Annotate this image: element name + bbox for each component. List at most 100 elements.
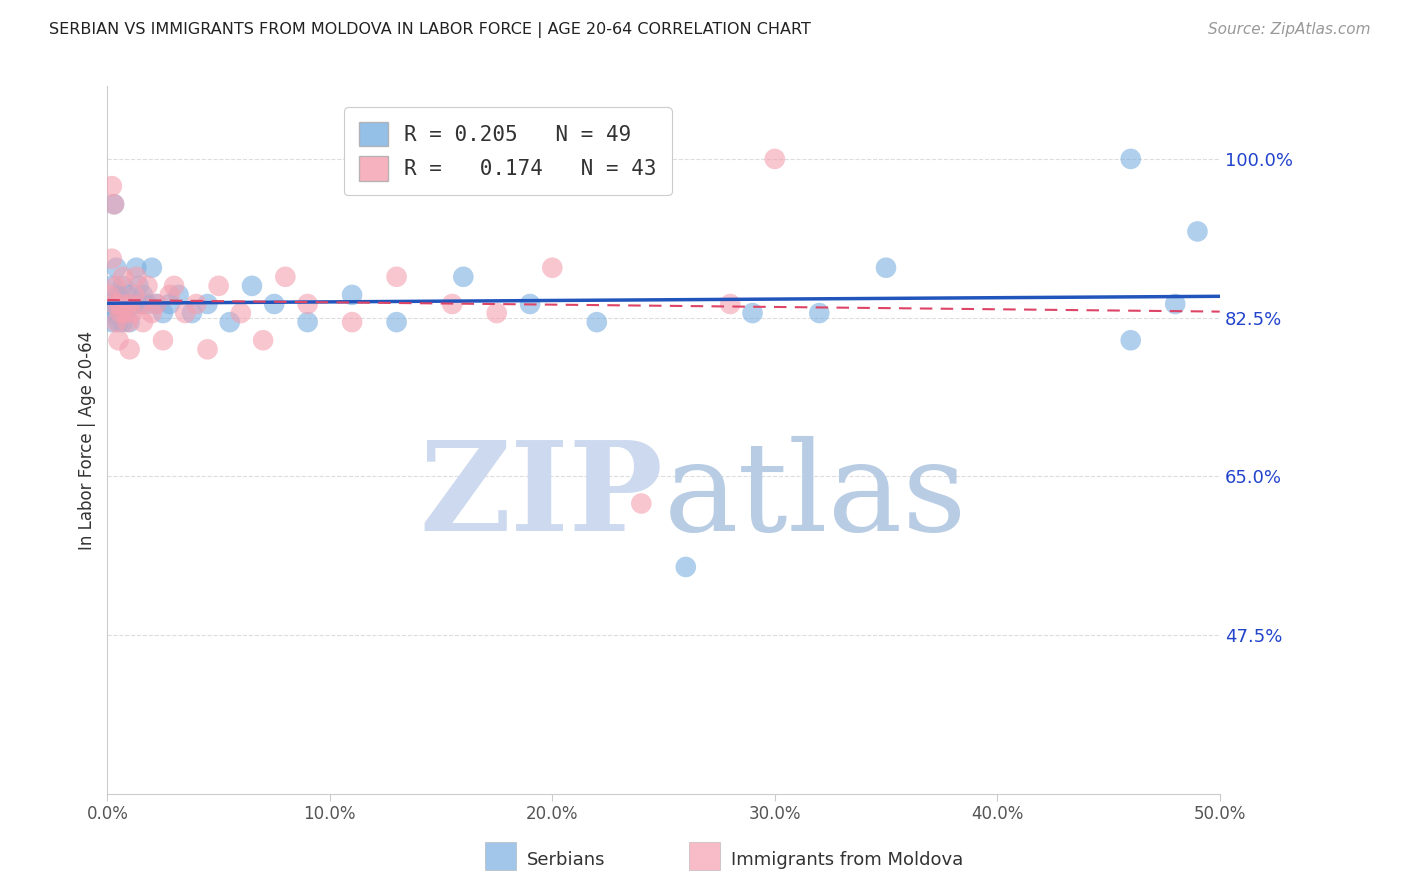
Point (252, 333, 274, 347)
Point (111, 278, 134, 293)
Point (129, 297, 152, 311)
Point (159, 297, 181, 311)
Point (240, 278, 263, 293)
Point (1119, 333, 1142, 347)
Y-axis label: In Labor Force | Age 20-64: In Labor Force | Age 20-64 (79, 330, 96, 549)
Point (111, 315, 134, 329)
Point (159, 288, 181, 302)
Point (118, 343, 141, 357)
Point (114, 306, 136, 320)
Point (101, 278, 124, 293)
Point (121, 297, 143, 311)
Point (145, 297, 167, 311)
Point (385, 269, 408, 284)
Point (101, 179, 124, 194)
Point (875, 260, 897, 275)
Point (122, 288, 145, 302)
Point (117, 315, 139, 329)
Point (180, 306, 202, 320)
Point (297, 315, 319, 329)
Point (197, 343, 219, 357)
Point (105, 278, 128, 293)
Point (808, 306, 831, 320)
Point (132, 315, 155, 329)
Point (1119, 152, 1142, 166)
Point (121, 306, 143, 320)
Point (110, 297, 132, 311)
Point (1164, 297, 1187, 311)
Point (385, 315, 408, 329)
Point (1187, 224, 1209, 238)
Point (763, 152, 786, 166)
Point (229, 306, 252, 320)
Text: atlas: atlas (664, 436, 967, 558)
Point (122, 297, 145, 311)
Point (174, 306, 197, 320)
Point (675, 560, 697, 574)
Point (110, 306, 132, 320)
Point (111, 269, 134, 284)
Point (207, 278, 229, 293)
Text: Immigrants from Moldova: Immigrants from Moldova (731, 851, 963, 869)
Point (98, 297, 121, 311)
Point (114, 297, 136, 311)
Point (718, 297, 741, 311)
Legend: R = 0.205   N = 49, R =   0.174   N = 43: R = 0.205 N = 49, R = 0.174 N = 43 (344, 107, 672, 195)
Point (145, 297, 167, 311)
Point (105, 260, 128, 275)
Point (98, 288, 121, 302)
Point (103, 306, 125, 320)
Point (519, 297, 541, 311)
Point (118, 297, 141, 311)
Point (114, 306, 136, 320)
Point (125, 260, 148, 275)
Point (103, 197, 125, 211)
Point (129, 297, 152, 311)
Point (152, 306, 174, 320)
Point (152, 333, 174, 347)
Point (340, 315, 363, 329)
Point (107, 315, 129, 329)
Point (141, 260, 163, 275)
Text: SERBIAN VS IMMIGRANTS FROM MOLDOVA IN LABOR FORCE | AGE 20-64 CORRELATION CHART: SERBIAN VS IMMIGRANTS FROM MOLDOVA IN LA… (49, 22, 811, 38)
Point (118, 315, 141, 329)
Point (110, 306, 132, 320)
Point (105, 297, 128, 311)
Point (101, 252, 124, 266)
Point (630, 496, 652, 510)
Point (186, 297, 208, 311)
Point (136, 297, 159, 311)
Point (107, 333, 129, 347)
Point (297, 297, 319, 311)
Point (128, 278, 150, 293)
Text: ZIP: ZIP (420, 436, 664, 558)
Point (585, 315, 607, 329)
Text: Source: ZipAtlas.com: Source: ZipAtlas.com (1208, 22, 1371, 37)
Point (485, 306, 508, 320)
Text: Serbians: Serbians (527, 851, 606, 869)
Point (107, 297, 129, 311)
Point (132, 288, 155, 302)
Point (117, 288, 139, 302)
Point (218, 315, 240, 329)
Point (441, 297, 464, 311)
Point (340, 288, 363, 302)
Point (103, 297, 125, 311)
Point (136, 278, 159, 293)
Point (107, 288, 129, 302)
Point (103, 197, 125, 211)
Point (541, 260, 564, 275)
Point (163, 278, 186, 293)
Point (101, 315, 124, 329)
Point (167, 288, 190, 302)
Point (274, 269, 297, 284)
Point (110, 297, 132, 311)
Point (125, 269, 148, 284)
Point (141, 306, 163, 320)
Point (118, 297, 141, 311)
Point (263, 297, 285, 311)
Point (741, 306, 763, 320)
Point (197, 297, 219, 311)
Point (105, 315, 128, 329)
Point (453, 269, 475, 284)
